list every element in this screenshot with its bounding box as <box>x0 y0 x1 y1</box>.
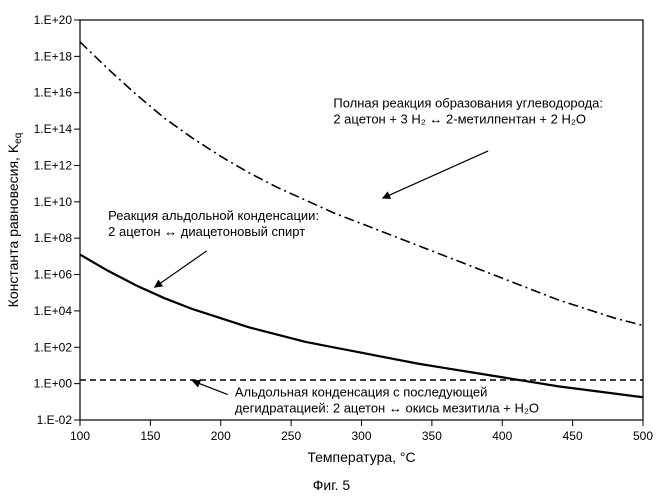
svg-text:дегидратацией: 2 ацетон ↔ оки: дегидратацией: 2 ацетон ↔ окись мезитила… <box>235 400 539 415</box>
y-tick-label: 1.E+02 <box>34 340 73 354</box>
svg-text:Альдольная конденсация с после: Альдольная конденсация с последующей <box>235 384 488 399</box>
y-tick-label: 1.E+12 <box>34 158 73 172</box>
y-tick-label: 1.E+18 <box>34 49 73 63</box>
x-tick-label: 250 <box>281 429 301 443</box>
y-tick-label: 1.E+00 <box>34 377 73 391</box>
y-tick-label: 1.E+20 <box>34 13 73 27</box>
y-tick-label: 1.E-02 <box>37 413 73 427</box>
chart-container: 100 150 200 250 300 350 400 450 500 Температура, … <box>0 0 663 500</box>
x-tick-label: 350 <box>422 429 442 443</box>
x-tick-label: 200 <box>211 429 231 443</box>
svg-text:2 ацетон ↔ диацетоновый спирт: 2 ацетон ↔ диацетоновый спирт <box>108 224 305 239</box>
svg-text:Полная реакция образования угл: Полная реакция образования углеводорода: <box>333 95 603 110</box>
y-tick-label: 1.E+08 <box>34 231 73 245</box>
y-tick-label: 1.E+16 <box>34 86 73 100</box>
chart-svg: 100 150 200 250 300 350 400 450 500 Температура, … <box>0 0 663 500</box>
x-tick-label: 400 <box>492 429 512 443</box>
svg-text:Реакция альдольной конденсации: Реакция альдольной конденсации: <box>108 208 319 223</box>
y-tick-label: 1.E+10 <box>34 195 73 209</box>
figure-caption: Фиг. 5 <box>313 477 351 493</box>
x-tick-label: 500 <box>633 429 653 443</box>
x-axis-label: Температура, °C <box>307 449 415 465</box>
y-tick-label: 1.E+14 <box>34 122 73 136</box>
y-tick-label: 1.E+06 <box>34 268 73 282</box>
annotation-dehyd: Альдольная конденсация с последующейдеги… <box>193 381 539 415</box>
x-tick-label: 100 <box>70 429 90 443</box>
y-axis-label: Константа равновесия, Keq <box>5 133 24 308</box>
y-tick-label: 1.E+04 <box>34 304 73 318</box>
x-tick-label: 300 <box>351 429 371 443</box>
svg-text:2 ацетон + 3 H₂ ↔ 2-метилпента: 2 ацетон + 3 H₂ ↔ 2-метилпентан + 2 H₂O <box>333 111 586 126</box>
x-tick-label: 150 <box>140 429 160 443</box>
x-tick-label: 450 <box>563 429 583 443</box>
